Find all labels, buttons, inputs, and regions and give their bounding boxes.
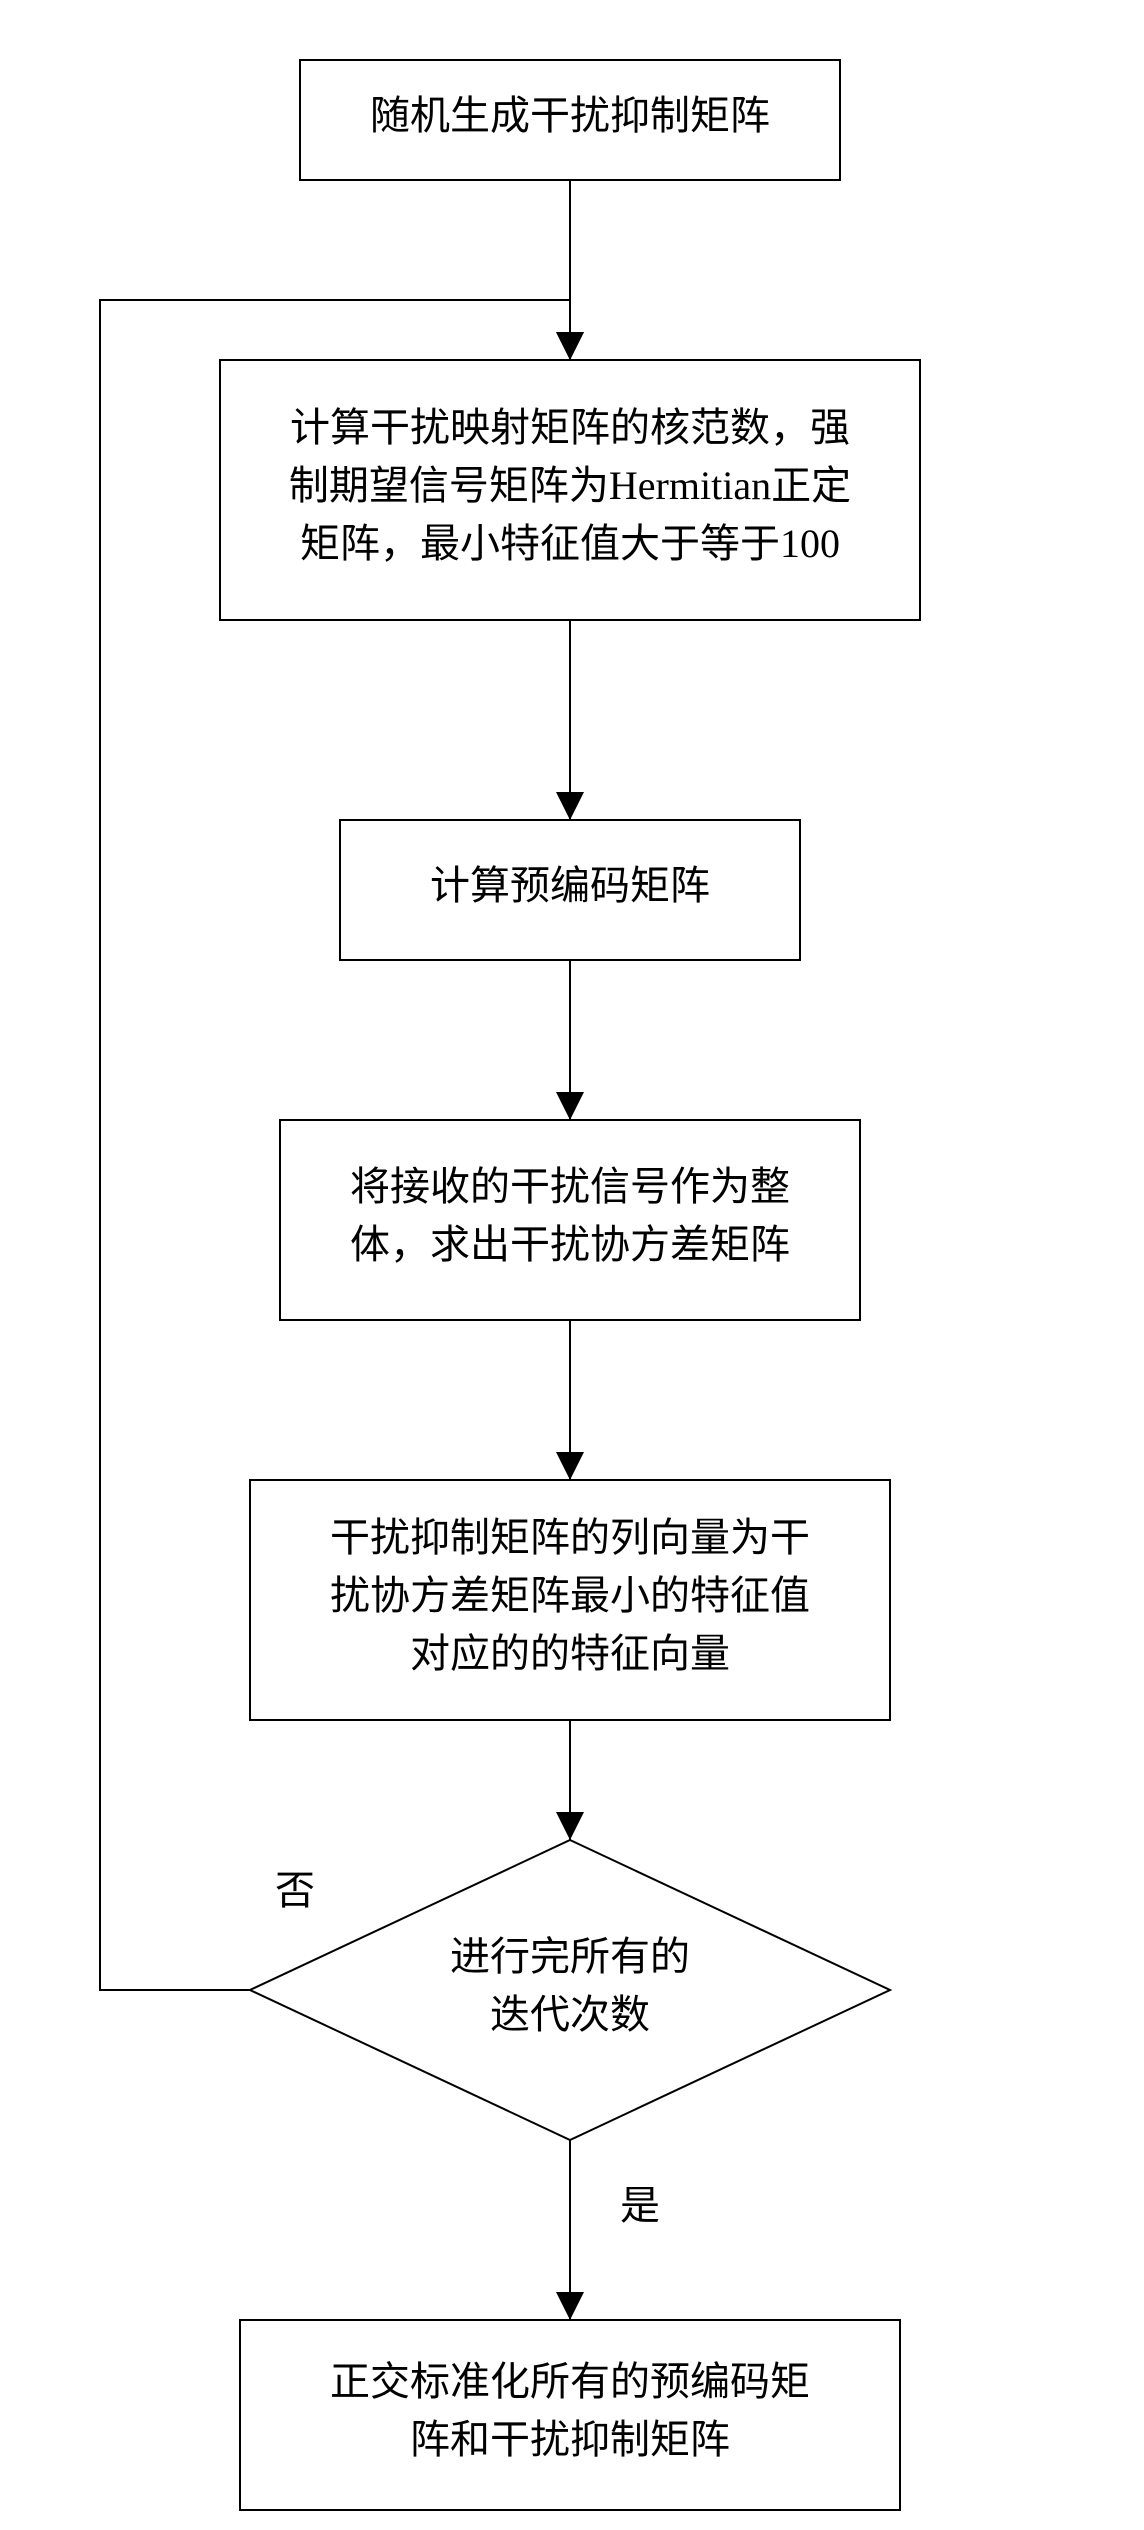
node-text-n5-2: 对应的的特征向量 — [410, 1631, 730, 1676]
node-text-n5-1: 扰协方差矩阵最小的特征值 — [330, 1573, 810, 1618]
node-text-n5-0: 干扰抑制矩阵的列向量为干 — [330, 1515, 810, 1560]
edge-label-e7_no: 否 — [275, 1868, 315, 1913]
arrow-head — [556, 792, 584, 820]
arrow-head — [556, 1452, 584, 1480]
node-n6 — [250, 1840, 890, 2140]
node-text-n7-1: 阵和干扰抑制矩阵 — [410, 2417, 730, 2462]
node-text-n6-0: 进行完所有的 — [450, 1934, 690, 1979]
node-text-n1-0: 随机生成干扰抑制矩阵 — [370, 93, 770, 138]
node-text-n3-0: 计算预编码矩阵 — [430, 863, 710, 908]
node-text-n7-0: 正交标准化所有的预编码矩 — [330, 2359, 810, 2404]
node-text-n2-2: 矩阵，最小特征值大于等于100 — [300, 521, 840, 566]
node-text-n4-0: 将接收的干扰信号作为整 — [350, 1164, 790, 1209]
node-text-n6-1: 迭代次数 — [490, 1992, 650, 2037]
node-text-n2-1: 制期望信号矩阵为Hermitian正定 — [289, 463, 851, 508]
edge-label-e6_yes: 是 — [620, 2183, 660, 2228]
arrow-head — [556, 1092, 584, 1120]
node-text-n4-1: 体，求出干扰协方差矩阵 — [350, 1222, 790, 1267]
arrow-head — [556, 2292, 584, 2320]
node-text-n2-0: 计算干扰映射矩阵的核范数，强 — [290, 405, 850, 450]
arrow-head — [556, 332, 584, 360]
node-n7 — [240, 2320, 900, 2510]
arrow-head — [556, 1812, 584, 1840]
node-n4 — [280, 1120, 860, 1320]
